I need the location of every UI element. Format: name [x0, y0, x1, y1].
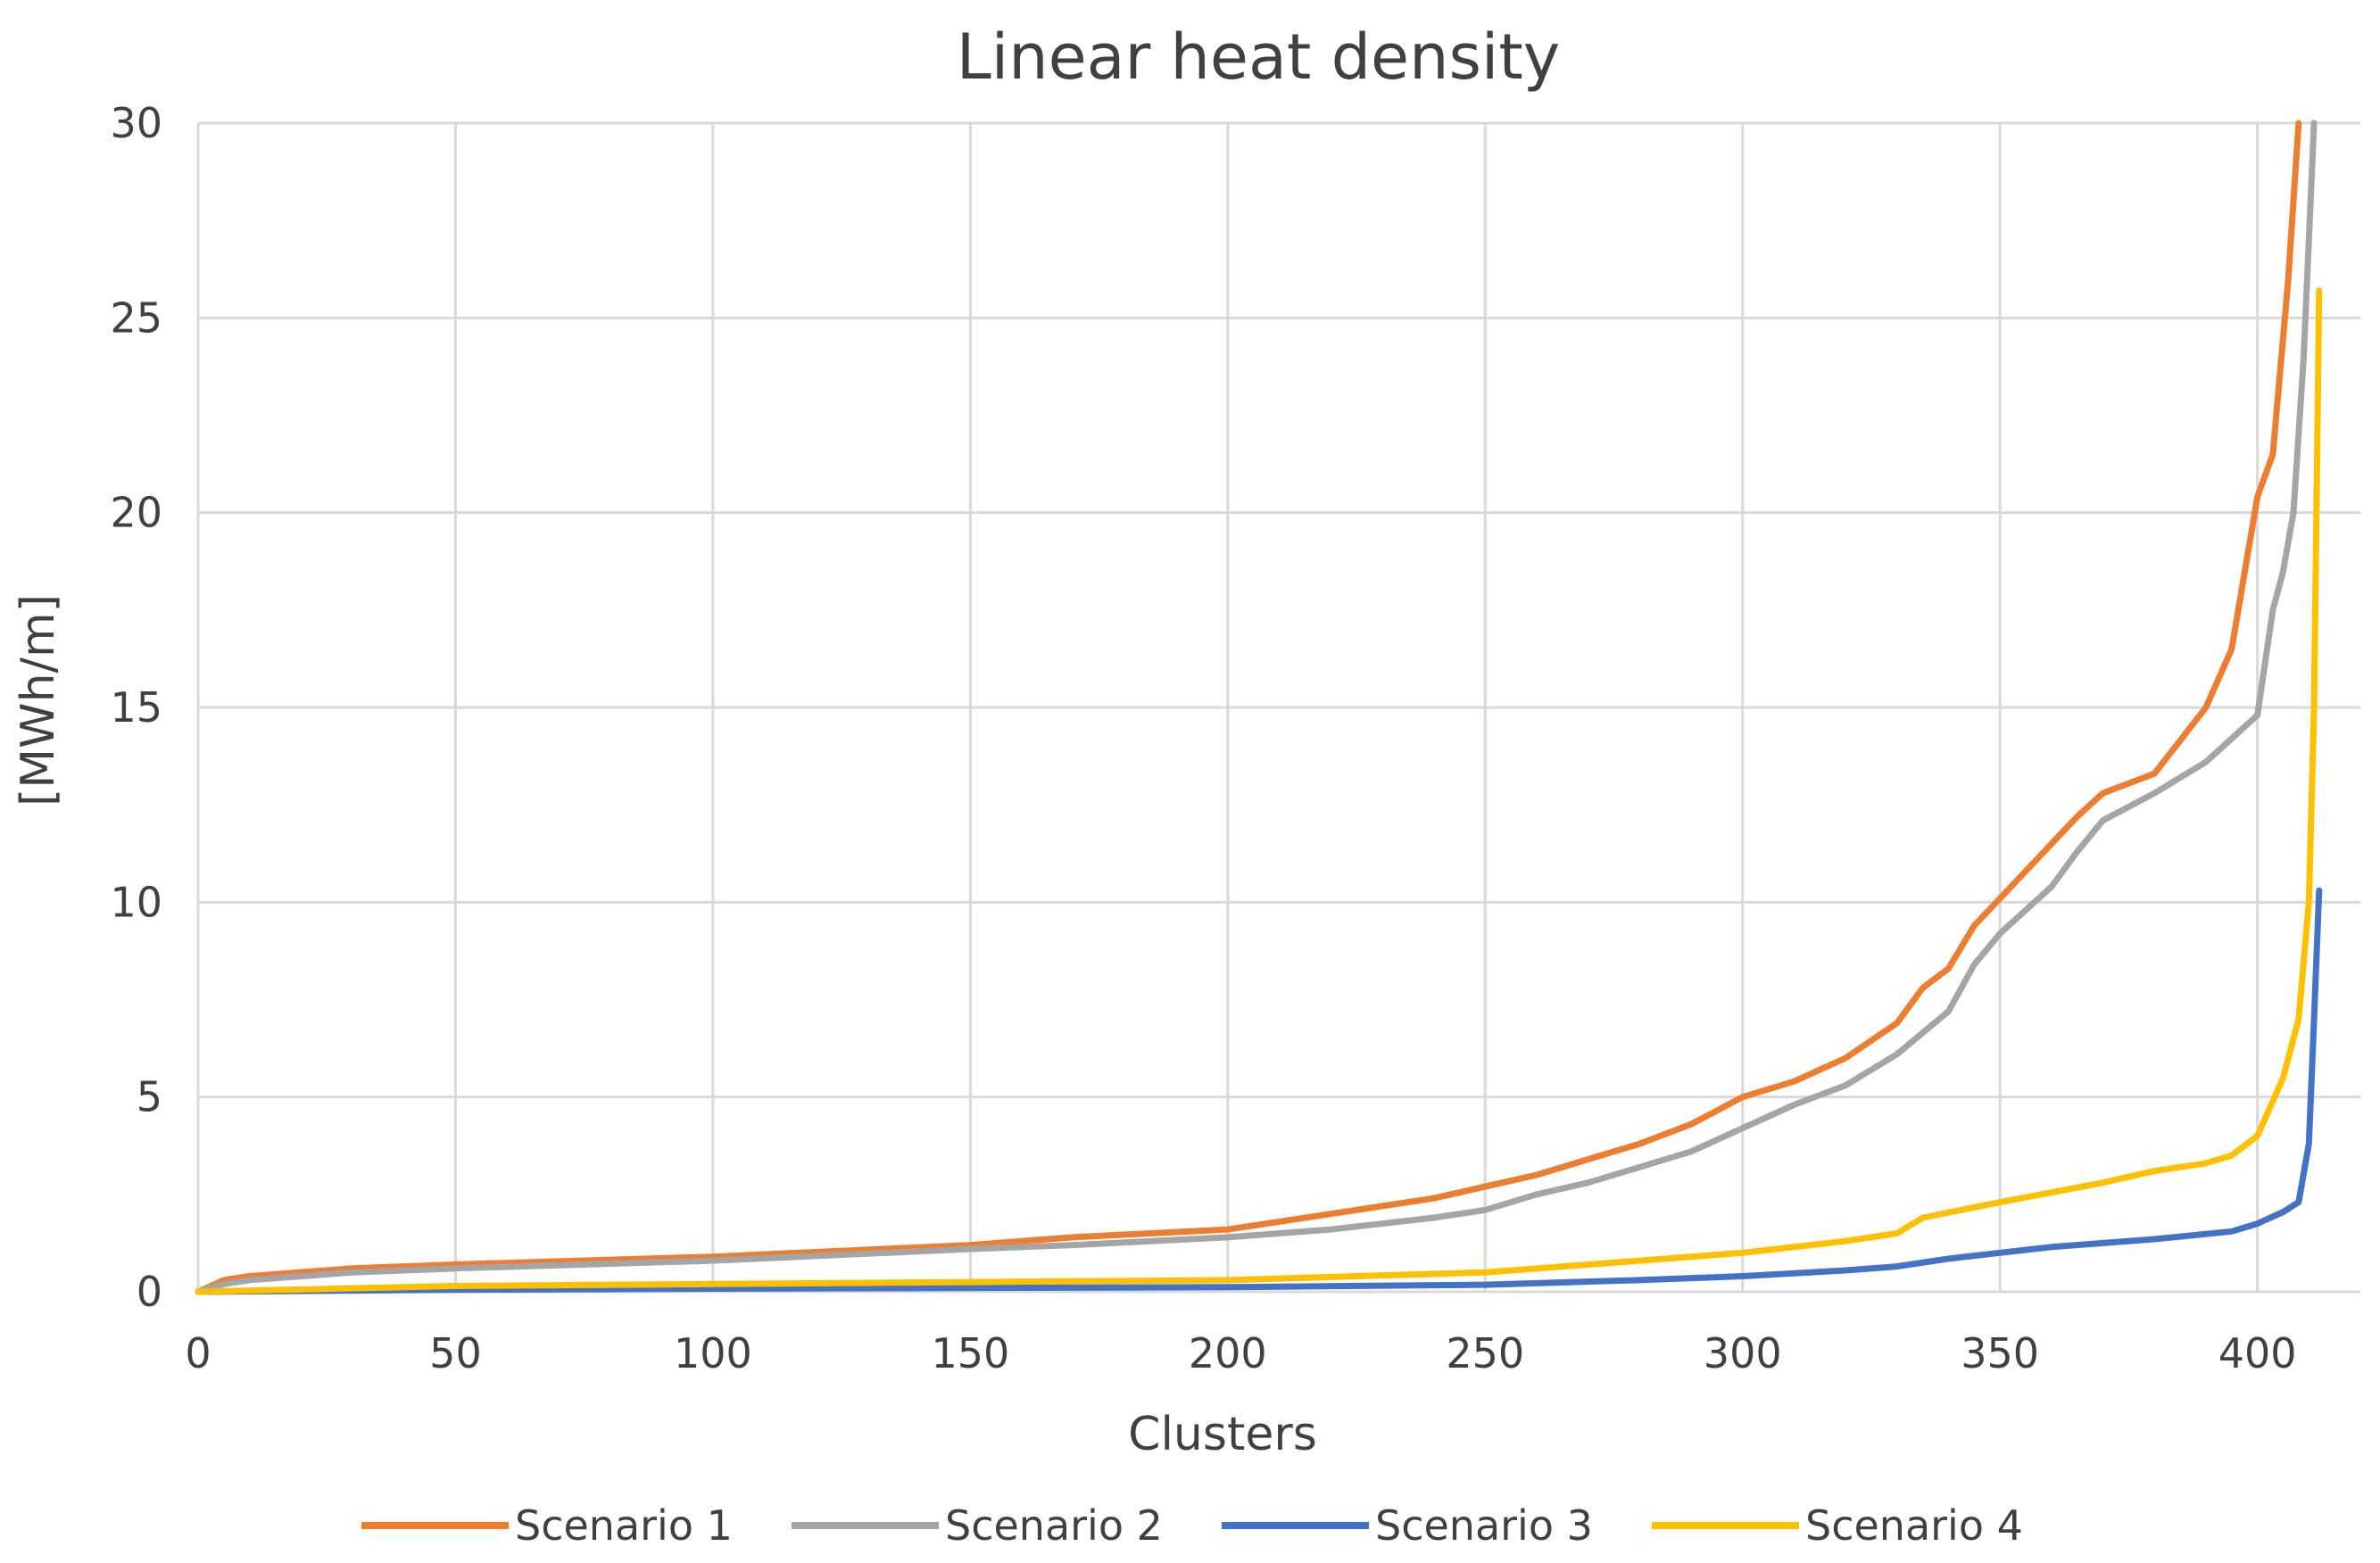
- y-tick-label: 25: [110, 294, 162, 342]
- series-lines: [195, 120, 2323, 1295]
- x-tick-label: 250: [1446, 1329, 1524, 1377]
- x-tick-label: 150: [931, 1329, 1009, 1377]
- legend-label-scenario-4: Scenario 4: [1805, 1501, 2023, 1550]
- y-tick-label: 30: [110, 99, 162, 147]
- series-line-scenario-1: [195, 120, 2302, 1295]
- x-tick-label: 300: [1704, 1329, 1782, 1377]
- series-line-scenario-3: [195, 887, 2323, 1295]
- x-tick-label: 50: [429, 1329, 482, 1377]
- x-tick-label: 0: [185, 1329, 211, 1377]
- y-axis-label: [MWh/m]: [12, 594, 65, 806]
- legend-label-scenario-1: Scenario 1: [515, 1501, 733, 1550]
- gridlines: [196, 121, 2360, 1294]
- y-tick-label: 15: [110, 683, 162, 732]
- x-tick-label: 200: [1189, 1329, 1267, 1377]
- x-tick-label: 350: [1961, 1329, 2039, 1377]
- x-tick-labels: 0 50 100 150 200 250 300 350 400: [185, 1329, 2296, 1377]
- legend-label-scenario-2: Scenario 2: [945, 1501, 1163, 1550]
- legend-label-scenario-3: Scenario 3: [1375, 1501, 1593, 1550]
- chart-title: Linear heat density: [957, 21, 1560, 94]
- legend: Scenario 1 Scenario 2 Scenario 3 Scenario 4: [361, 1501, 2023, 1550]
- y-tick-label: 5: [137, 1073, 162, 1121]
- series-line-scenario-2: [195, 120, 2318, 1295]
- y-tick-label: 20: [110, 489, 162, 537]
- series-line-scenario-4: [195, 287, 2323, 1295]
- y-tick-label: 10: [110, 878, 162, 926]
- y-tick-label: 0: [137, 1268, 162, 1316]
- y-tick-labels: 0 5 10 15 20 25 30: [110, 99, 162, 1316]
- x-tick-label: 400: [2218, 1329, 2297, 1377]
- x-axis-label: Clusters: [1128, 1408, 1317, 1461]
- x-tick-label: 100: [674, 1329, 752, 1377]
